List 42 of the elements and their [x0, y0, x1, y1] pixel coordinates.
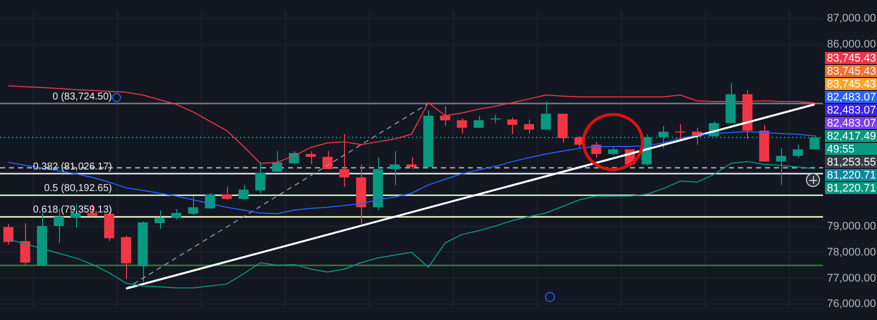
- text: 82,483.07: [827, 104, 876, 117]
- y-tick-label: 78,000.00: [827, 246, 876, 258]
- candlestick: [255, 162, 266, 194]
- candlestick: [204, 192, 215, 210]
- text: 82,483.07: [827, 92, 876, 104]
- text: 82,483.07: [827, 118, 876, 130]
- candlestick: [238, 184, 249, 200]
- candlestick: [188, 196, 198, 216]
- candlestick: [440, 106, 450, 126]
- text: 81,253.55: [827, 156, 876, 169]
- candlestick: [3, 224, 14, 246]
- text: 82,417.49: [827, 130, 876, 143]
- y-tick-label: 77,000.00: [827, 272, 876, 284]
- text: 81,220.71: [827, 170, 876, 182]
- y-tick-label: 79,000.00: [827, 220, 876, 232]
- candlestick: [20, 222, 30, 266]
- candlestick: [288, 150, 299, 165]
- candlestick: [474, 115, 484, 128]
- y-tick-label: 76,000.00: [827, 298, 876, 310]
- ref-line-label: 0 (83,724.50): [52, 91, 112, 102]
- candlestick: [406, 156, 417, 170]
- candlestick: [306, 150, 316, 165]
- ref-line-label: 0.5 (80,192.65): [44, 183, 112, 194]
- candlestick: [507, 117, 518, 135]
- candlestick: [390, 150, 400, 186]
- text: 83,745.43: [827, 78, 876, 91]
- candlestick: [792, 144, 803, 158]
- candlestick: [591, 141, 602, 158]
- text: 83,745.43: [827, 52, 876, 65]
- y-tick-label: 86,000.00: [827, 38, 876, 50]
- candlestick: [272, 150, 282, 172]
- text: 49:55: [827, 144, 855, 156]
- text: 83,745.43: [827, 66, 876, 78]
- candlestick: [154, 210, 165, 230]
- candlestick: [171, 208, 182, 220]
- text: 81,220.71: [827, 182, 876, 195]
- candlestick: [524, 118, 534, 134]
- candlestick: [456, 118, 467, 134]
- candlestick: [222, 186, 232, 200]
- y-tick-label: 87,000.00: [827, 12, 876, 24]
- candlestick: [675, 124, 686, 140]
- candlestick: [540, 101, 551, 130]
